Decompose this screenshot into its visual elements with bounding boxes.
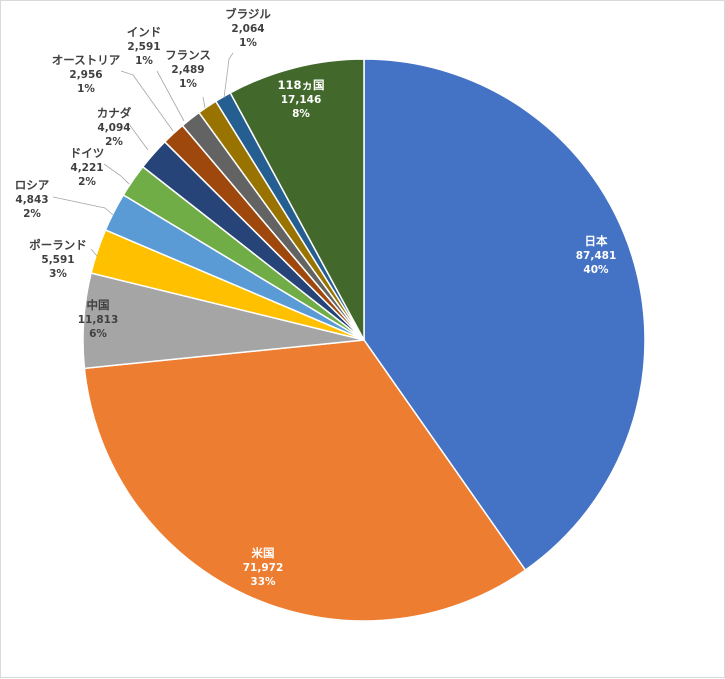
data-label-percent-8: 1% <box>77 83 95 95</box>
data-label-percent-3: 6% <box>89 328 107 340</box>
leader-line-6 <box>103 163 130 185</box>
data-label-percent-1: 40% <box>583 264 609 276</box>
data-label-percent-6: 2% <box>78 176 96 188</box>
data-label-name-4: ポーランド <box>29 238 87 252</box>
data-label-percent-2: 33% <box>250 576 276 588</box>
leader-line-9 <box>156 70 185 122</box>
data-label-value-9: 2,591 <box>127 41 160 53</box>
data-label-name-11: ブラジル <box>225 7 271 21</box>
data-label-name-7: カナダ <box>97 106 132 120</box>
data-label-name-6: ドイツ <box>70 146 105 160</box>
data-label-value-1: 87,481 <box>576 250 617 262</box>
leader-line-10 <box>202 96 206 109</box>
data-label-value-7: 4,094 <box>97 122 130 134</box>
data-label-name-5: ロシア <box>15 178 50 192</box>
data-label-percent-10: 1% <box>179 78 197 90</box>
pie-slice-2 <box>83 339 527 622</box>
data-label-value-4: 5,591 <box>41 254 74 266</box>
data-label-value-6: 4,221 <box>70 162 103 174</box>
data-label-name-12: 118ヵ国 <box>277 78 324 92</box>
data-label-value-10: 2,489 <box>171 64 204 76</box>
data-label-name-1: 日本 <box>585 234 608 248</box>
pie-slice-12 <box>229 58 365 341</box>
data-label-percent-5: 2% <box>23 208 41 220</box>
leader-line-11 <box>223 52 234 99</box>
data-label-value-12: 17,146 <box>281 94 322 106</box>
pie-slice-1 <box>363 58 646 572</box>
leader-line-5 <box>52 196 114 216</box>
data-label-value-5: 4,843 <box>15 194 48 206</box>
data-label-percent-11: 1% <box>239 37 257 49</box>
data-label-name-2: 米国 <box>251 546 275 560</box>
data-label-value-3: 11,813 <box>78 314 119 326</box>
data-label-percent-12: 8% <box>292 108 310 120</box>
data-label-percent-4: 3% <box>49 268 67 280</box>
data-label-value-8: 2,956 <box>69 69 102 81</box>
data-label-name-9: インド <box>127 25 162 39</box>
data-label-name-3: 中国 <box>87 298 110 312</box>
leader-line-8 <box>120 70 174 132</box>
data-label-value-2: 71,972 <box>243 562 284 574</box>
data-label-name-8: オーストリア <box>52 53 121 67</box>
data-label-percent-9: 1% <box>135 55 153 67</box>
leader-line-7 <box>128 123 149 151</box>
leader-line-4 <box>90 248 98 257</box>
data-label-value-11: 2,064 <box>231 23 264 35</box>
data-label-percent-7: 2% <box>105 136 123 148</box>
data-label-name-10: フランス <box>165 48 211 62</box>
